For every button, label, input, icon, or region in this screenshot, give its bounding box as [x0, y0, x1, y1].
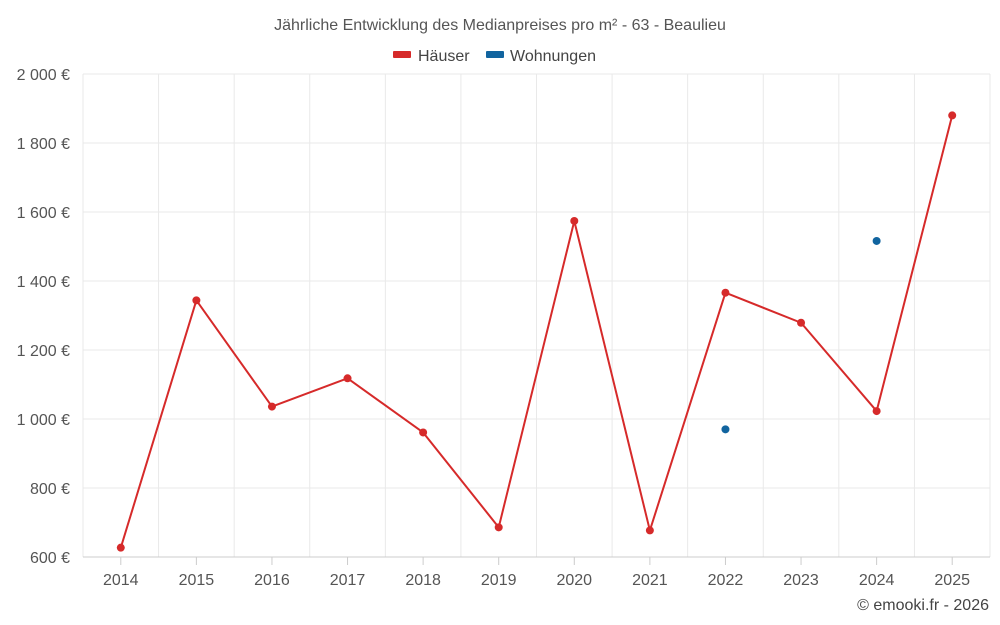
data-point[interactable]: [948, 111, 957, 120]
x-tick-label: 2022: [708, 572, 744, 589]
data-point[interactable]: [797, 318, 806, 327]
data-point[interactable]: [721, 425, 730, 434]
y-tick-label: 1 400 €: [17, 274, 70, 291]
data-point[interactable]: [116, 543, 125, 552]
y-tick-label: 1 600 €: [17, 205, 70, 222]
data-point[interactable]: [872, 407, 881, 416]
legend-label-haeuser: Häuser: [418, 48, 470, 65]
y-axis: 600 € 800 € 1 000 € 1 200 € 1 400 € 1 600 € 1 …: [17, 67, 70, 567]
data-point[interactable]: [721, 288, 730, 297]
x-tick-label: 2020: [556, 572, 592, 589]
legend-item-wohnungen[interactable]: Wohnungen: [486, 48, 596, 65]
series-line: [119, 115, 954, 548]
legend-swatch-haeuser: [393, 51, 411, 58]
y-tick-label: 600 €: [30, 550, 70, 567]
legend-label-wohnungen: Wohnungen: [510, 48, 596, 65]
data-point[interactable]: [192, 296, 201, 305]
data-point[interactable]: [570, 216, 579, 225]
y-tick-label: 1 800 €: [17, 136, 70, 153]
x-tick-label: 2019: [481, 572, 517, 589]
x-tick-label: 2023: [783, 572, 819, 589]
data-point[interactable]: [343, 374, 352, 383]
x-tick-label: 2018: [405, 572, 441, 589]
data-point[interactable]: [645, 526, 654, 535]
data-point[interactable]: [872, 236, 881, 245]
y-tick-label: 1 000 €: [17, 412, 70, 429]
x-tick-label: 2014: [103, 572, 139, 589]
data-point[interactable]: [419, 428, 428, 437]
legend-swatch-wohnungen: [486, 51, 504, 58]
data-point[interactable]: [494, 523, 503, 532]
y-tick-label: 800 €: [30, 481, 70, 498]
x-tick-label: 2016: [254, 572, 290, 589]
grid: [82, 73, 991, 558]
x-tick-label: 2017: [330, 572, 366, 589]
series-haeuser: [116, 111, 957, 552]
x-tick-label: 2015: [179, 572, 215, 589]
x-axis: 2014 2015 2016 2017 2018 2019 2020 2021 2022 2023…: [103, 557, 970, 589]
chart-title: Jährliche Entwicklung des Medianpreises …: [274, 17, 726, 34]
credit-text: © emooki.fr - 2026: [857, 597, 989, 614]
legend: Häuser Wohnungen: [393, 48, 596, 65]
legend-item-haeuser[interactable]: Häuser: [393, 48, 470, 65]
data-point[interactable]: [267, 402, 276, 411]
x-tick-label: 2024: [859, 572, 895, 589]
y-tick-label: 1 200 €: [17, 343, 70, 360]
x-tick-label: 2025: [934, 572, 970, 589]
x-tick-label: 2021: [632, 572, 668, 589]
series-wohnungen: [721, 236, 881, 434]
y-tick-label: 2 000 €: [17, 67, 70, 84]
series: [116, 111, 957, 552]
